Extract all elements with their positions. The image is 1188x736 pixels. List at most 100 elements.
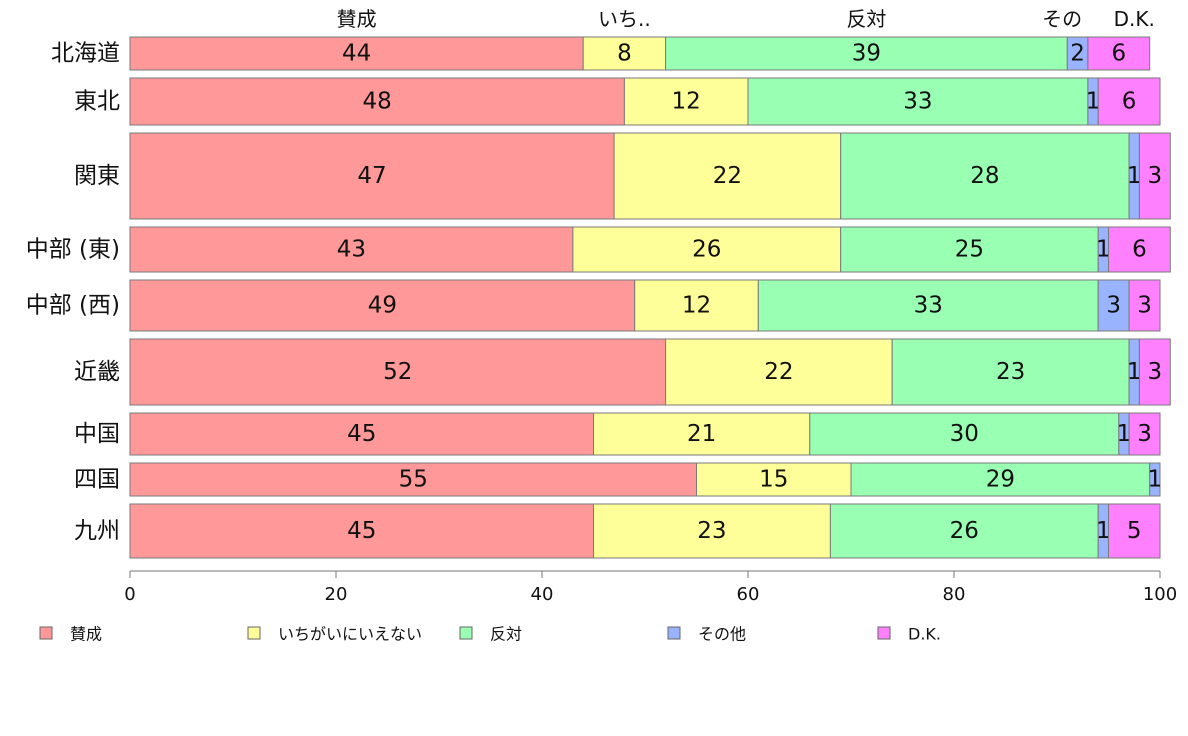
bar-segment	[593, 503, 831, 559]
category-label: 九州	[74, 518, 120, 544]
data-label: 33	[914, 293, 943, 319]
category-label: 関東	[74, 163, 120, 189]
bar-segment	[747, 77, 1089, 126]
data-label: 26	[950, 518, 979, 544]
data-label: 29	[986, 467, 1015, 493]
data-label: 25	[955, 237, 984, 263]
data-label: 44	[342, 41, 371, 67]
data-label: 45	[347, 421, 376, 447]
bar-segment	[129, 503, 594, 559]
bar-segment	[1138, 132, 1171, 220]
data-label: 26	[692, 237, 721, 263]
bar-segment	[1128, 279, 1161, 332]
category-label: 東北	[74, 89, 120, 115]
series-header-label: その	[1042, 7, 1082, 31]
data-label: 39	[852, 41, 881, 67]
data-label: 49	[368, 293, 397, 319]
data-label: 1	[1117, 421, 1132, 447]
data-label: 3	[1137, 421, 1152, 447]
data-label: 47	[357, 163, 386, 189]
data-label: 2	[1070, 41, 1085, 67]
data-label: 21	[687, 421, 716, 447]
bar-segment	[634, 279, 759, 332]
data-label: 12	[682, 293, 711, 319]
series-header-labels: 賛成 いち.. 反対 その D.K.	[337, 7, 1155, 31]
legend-label: その他	[698, 625, 746, 644]
data-label: 48	[363, 89, 392, 115]
category-label: 中部 (東)	[26, 237, 120, 263]
data-label: 8	[617, 41, 632, 67]
bar-segment	[1138, 338, 1171, 406]
category-label: 中国	[74, 421, 120, 447]
bar-segment	[757, 279, 1099, 332]
bar-segment	[891, 338, 1130, 406]
x-tick-label: 20	[325, 584, 348, 605]
data-label: 23	[996, 359, 1025, 385]
data-label: 45	[347, 518, 376, 544]
bar-segment	[1087, 36, 1151, 71]
bar-segment	[665, 36, 1068, 71]
bar-segment	[129, 279, 636, 332]
legend-swatch	[39, 626, 53, 640]
legend-swatch	[247, 626, 261, 640]
data-label: 3	[1106, 293, 1121, 319]
bar-segment	[1128, 412, 1161, 456]
data-label: 6	[1132, 237, 1147, 263]
bar-segment	[582, 36, 667, 71]
bar-segment	[572, 226, 842, 273]
data-label: 30	[950, 421, 979, 447]
bar-segment	[129, 412, 594, 456]
category-label: 北海道	[51, 41, 120, 67]
bar-segment	[613, 132, 842, 220]
data-label: 5	[1127, 518, 1142, 544]
bar-segment	[809, 412, 1120, 456]
data-label: 1	[1148, 467, 1163, 493]
data-label: 6	[1111, 41, 1126, 67]
category-label: 四国	[74, 467, 120, 493]
x-tick-label: 80	[943, 584, 966, 605]
series-header-label: 反対	[846, 7, 886, 31]
bar-segment	[129, 338, 667, 406]
legend-swatch	[667, 626, 681, 640]
bar-segment	[1108, 503, 1161, 559]
data-label: 3	[1148, 163, 1163, 189]
legend-label: 賛成	[70, 625, 102, 644]
data-label: 43	[337, 237, 366, 263]
bar-segment	[840, 132, 1130, 220]
data-label: 33	[903, 89, 932, 115]
bar-segment	[129, 462, 697, 497]
series-header-label: いち..	[598, 7, 651, 31]
data-label: 52	[383, 359, 412, 385]
bar-segment	[829, 503, 1099, 559]
bar-segment	[129, 226, 574, 273]
data-label: 1	[1127, 163, 1142, 189]
x-tick-label: 40	[531, 584, 554, 605]
category-label: 中部 (西)	[26, 293, 120, 319]
bars-area: 44 8 39 2 648 12 33 1 647 22 28 1 343 26 25 1 649 12 33 3 35…	[129, 36, 1171, 559]
data-label: 6	[1122, 89, 1137, 115]
series-header-label: D.K.	[1114, 7, 1155, 31]
series-header-label: 賛成	[337, 7, 377, 31]
bar-segment	[623, 77, 749, 126]
bar-segment	[129, 36, 584, 71]
x-tick-label: 100	[1143, 584, 1177, 605]
data-label: 22	[764, 359, 793, 385]
data-label: 28	[970, 163, 999, 189]
legend: 賛成 いちがいにいえない 反対 その他 D.K.	[39, 625, 941, 644]
data-label: 1	[1096, 518, 1111, 544]
bar-segment	[129, 132, 615, 220]
bar-segment	[850, 462, 1151, 497]
legend-label: 反対	[490, 625, 522, 644]
data-label: 1	[1086, 89, 1101, 115]
bar-segment	[129, 77, 625, 126]
legend-swatch	[459, 626, 473, 640]
legend-label: いちがいにいえない	[278, 625, 422, 644]
x-tick-label: 60	[737, 584, 760, 605]
data-label: 55	[399, 467, 428, 493]
data-label: 15	[759, 467, 788, 493]
data-label: 22	[713, 163, 742, 189]
bar-segment	[840, 226, 1099, 273]
data-label: 1	[1096, 237, 1111, 263]
